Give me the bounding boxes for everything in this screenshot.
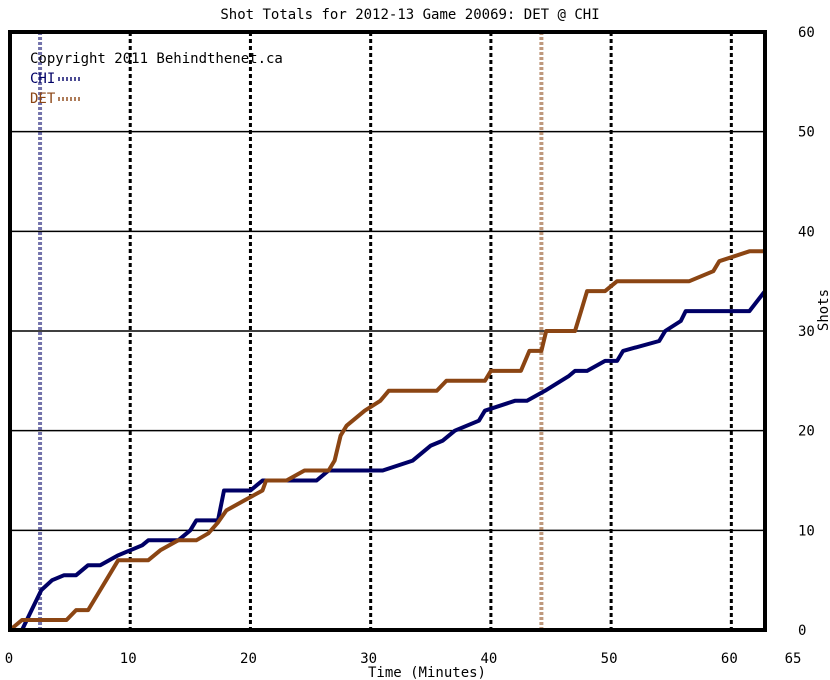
chi-series-line — [10, 289, 767, 632]
y-tick-label-0: 0 — [798, 623, 806, 639]
x-tick-label-40: 40 — [480, 651, 497, 667]
x-tick-label-10: 10 — [120, 651, 137, 667]
x-tick-label-30: 30 — [360, 651, 377, 667]
x-axis-ticks: 0 10 20 30 40 50 60 65 — [5, 651, 802, 667]
x-tick-label-50: 50 — [601, 651, 618, 667]
y-tick-label-10: 10 — [798, 523, 815, 539]
x-tick-label-0: 0 — [5, 651, 13, 667]
chart-title: Shot Totals for 2012-13 Game 20069: DET … — [220, 7, 599, 23]
x-tick-label-20: 20 — [240, 651, 257, 667]
grid — [10, 130, 765, 532]
copyright-watermark: Copyright 2011 Behindthenet.ca — [30, 51, 283, 67]
legend-label-det: DET — [30, 91, 56, 107]
x-axis-label: Time (Minutes) — [368, 665, 486, 680]
period-lines — [128, 32, 733, 630]
det-series-line — [8, 249, 765, 632]
y-axis-ticks: 0 10 20 30 40 50 60 — [798, 25, 815, 639]
y-tick-label-30: 30 — [798, 324, 815, 340]
y-axis-label: Shots — [816, 289, 830, 331]
y-tick-label-20: 20 — [798, 424, 815, 440]
series-group — [8, 249, 767, 632]
y-tick-label-40: 40 — [798, 224, 815, 240]
x-tick-label-60: 60 — [721, 651, 738, 667]
legend: CHI DET — [30, 71, 82, 107]
plot-border — [8, 30, 767, 632]
legend-label-chi: CHI — [30, 71, 55, 87]
y-tick-label-50: 50 — [798, 125, 815, 141]
x-tick-label-65: 65 — [785, 651, 802, 667]
y-tick-label-60: 60 — [798, 25, 815, 41]
